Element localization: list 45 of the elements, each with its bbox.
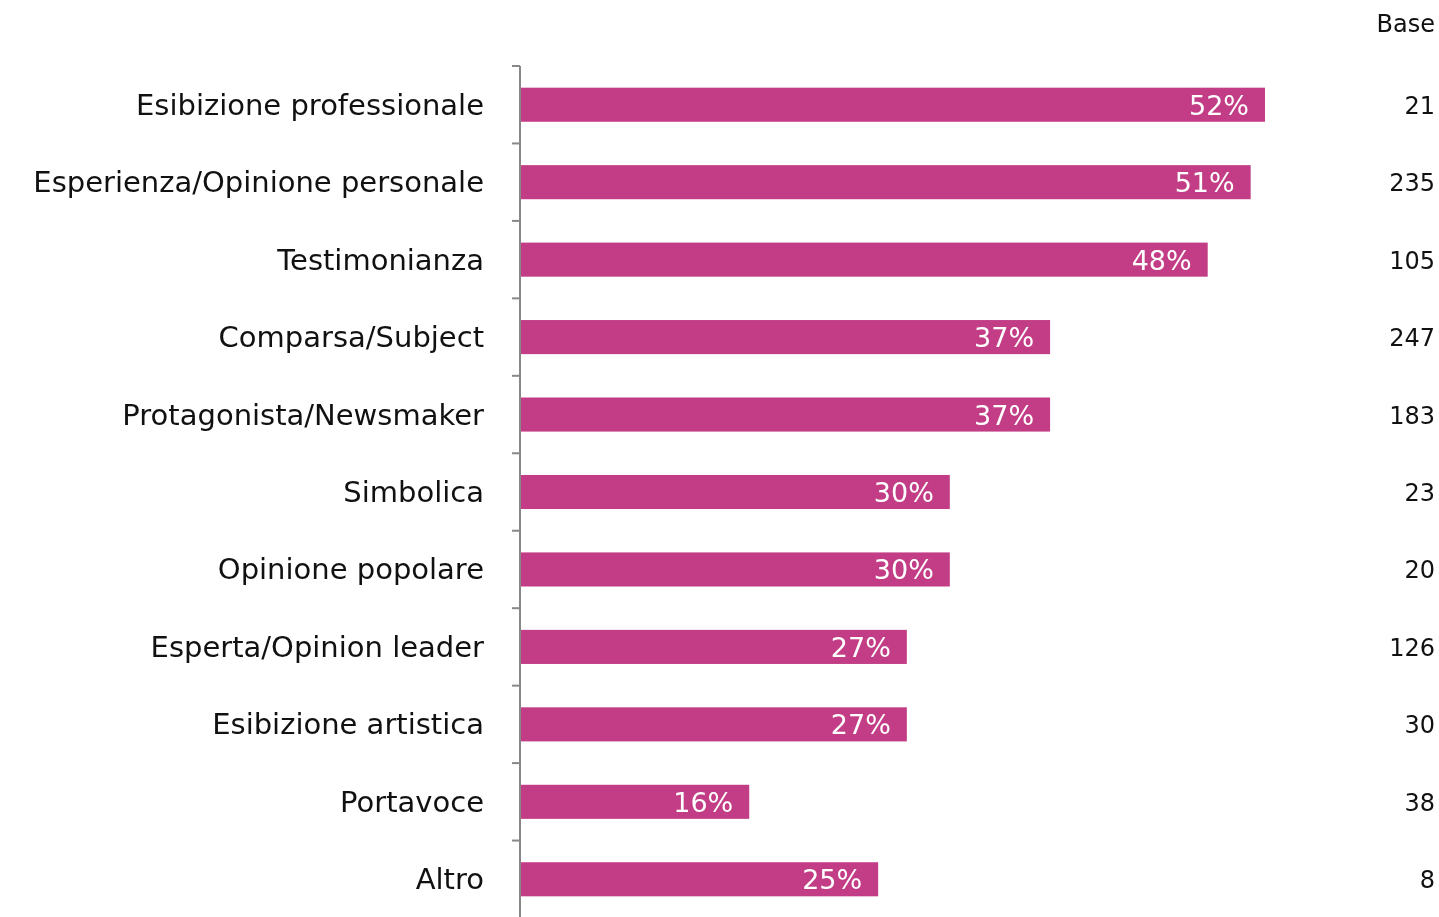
y-tick-label: Esperienza/Opinione personale	[33, 165, 484, 200]
data-label: 51%	[1174, 167, 1235, 199]
text: 183	[1389, 401, 1435, 430]
y-tick-label: Simbolica	[343, 475, 484, 509]
y-tick-label: Esibizione artistica	[212, 707, 484, 742]
data-label: 27%	[830, 709, 891, 741]
bar	[520, 474, 950, 510]
bar	[520, 242, 1208, 277]
bar	[520, 784, 750, 819]
y-tick-label: Esibizione professionale	[136, 87, 484, 122]
data-label: 30%	[873, 554, 934, 586]
data-label: 30%	[873, 477, 934, 508]
y-tick-label: Testimonianza	[276, 242, 484, 277]
bar	[520, 552, 950, 587]
text: 38	[1404, 788, 1435, 817]
text: 235	[1389, 169, 1435, 198]
bar	[520, 165, 1251, 200]
text: Base	[1376, 10, 1435, 38]
data-label: 27%	[830, 631, 891, 663]
y-tick-label: Esperta/Opinion leader	[150, 629, 485, 664]
text: 8	[1419, 866, 1435, 895]
data-label: 52%	[1188, 89, 1249, 121]
data-label: 16%	[673, 786, 734, 818]
bar	[520, 87, 1265, 122]
bar	[520, 397, 1051, 432]
text: 30	[1404, 711, 1435, 740]
text: 21	[1404, 91, 1435, 120]
data-label: 48%	[1131, 244, 1192, 276]
y-tick-label: Opinione popolare	[217, 552, 484, 587]
text: 23	[1404, 479, 1435, 507]
bar	[520, 320, 1051, 355]
text: 126	[1389, 633, 1435, 662]
bar	[520, 862, 879, 897]
bar	[520, 707, 907, 742]
text: 20	[1404, 556, 1435, 585]
data-label: 25%	[802, 864, 863, 896]
data-label: 37%	[974, 322, 1035, 354]
bar	[520, 629, 907, 664]
text: 105	[1389, 246, 1435, 275]
y-tick-label: Altro	[415, 862, 484, 897]
data-label: 37%	[974, 399, 1035, 431]
y-tick-label: Comparsa/Subject	[218, 320, 484, 355]
y-tick-label: Portavoce	[340, 784, 484, 819]
text: 247	[1389, 324, 1435, 353]
y-tick-label: Protagonista/Newsmaker	[122, 397, 485, 432]
